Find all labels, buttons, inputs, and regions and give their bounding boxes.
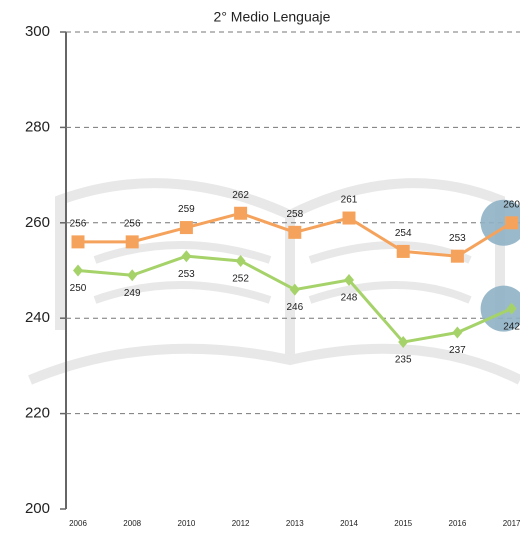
y-tick-label: 200: [25, 500, 50, 517]
marker: [397, 245, 410, 258]
data-label: 253: [449, 233, 466, 244]
data-label: 254: [395, 228, 412, 239]
data-label: 260: [503, 199, 520, 210]
marker: [236, 255, 246, 267]
data-label: 237: [449, 345, 466, 356]
marker: [234, 207, 247, 220]
data-label: 248: [341, 293, 358, 304]
data-label: 252: [232, 274, 249, 285]
marker: [180, 221, 193, 234]
marker: [73, 265, 83, 277]
data-label: 261: [341, 195, 358, 206]
x-tick-label: 2010: [178, 519, 196, 528]
x-tick-label: 2017: [503, 519, 520, 528]
data-label: 242: [503, 321, 520, 332]
marker: [288, 226, 301, 239]
data-label: 258: [286, 209, 303, 220]
x-tick-label: 2015: [394, 519, 412, 528]
data-label: 262: [232, 190, 249, 201]
chart: 2° Medio Lenguaje 200 220 240 260 280 300 2006…: [0, 0, 520, 534]
y-tick-label: 280: [25, 118, 50, 135]
x-tick-label: 2014: [340, 519, 358, 528]
x-tick-label: 2016: [449, 519, 467, 528]
chart-title: 2° Medio Lenguaje: [214, 9, 331, 25]
y-tick-label: 220: [25, 405, 50, 422]
marker: [451, 250, 464, 263]
x-tick-label: 2013: [286, 519, 304, 528]
data-label: 246: [286, 302, 303, 313]
marker: [505, 216, 518, 229]
marker: [127, 269, 137, 281]
y-tick-label: 240: [25, 309, 50, 326]
marker: [126, 235, 139, 248]
data-label: 256: [124, 219, 141, 230]
marker: [343, 212, 356, 225]
data-label: 235: [395, 355, 412, 366]
data-label: 250: [70, 283, 87, 294]
data-label: 259: [178, 204, 195, 215]
x-tick-label: 2008: [123, 519, 141, 528]
book-watermark: [30, 183, 520, 380]
y-tick-label: 300: [25, 23, 50, 40]
data-label: 256: [70, 219, 87, 230]
x-tick-label: 2006: [69, 519, 87, 528]
data-label: 249: [124, 288, 141, 299]
marker: [452, 327, 462, 339]
marker: [72, 235, 85, 248]
y-tick-label: 260: [25, 214, 50, 231]
data-label: 253: [178, 269, 195, 280]
x-tick-label: 2012: [232, 519, 250, 528]
marker: [181, 250, 191, 262]
